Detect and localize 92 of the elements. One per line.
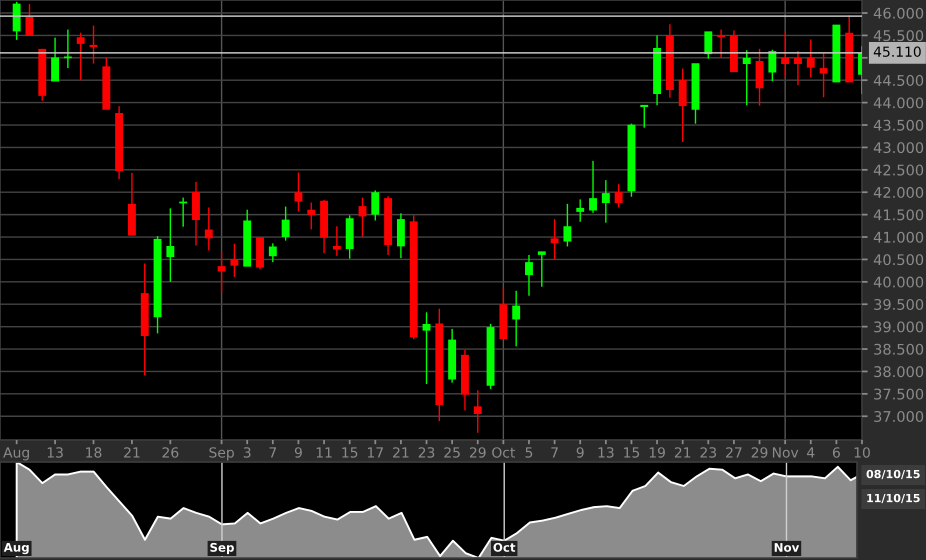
x-tick-label: 29 (470, 447, 486, 458)
y-tick-label: 39.000 (874, 321, 924, 332)
candlestick (576, 198, 584, 222)
y-tick-label: 43.500 (874, 120, 924, 131)
y-tick-label: 43.000 (874, 142, 924, 154)
y-tick-label: 38.000 (874, 366, 924, 378)
y-tick-label: 42.500 (874, 164, 924, 176)
x-tick-label: 10 (854, 447, 870, 458)
text: 11/10/15 (867, 494, 920, 504)
candlestick (358, 196, 366, 238)
x-tick-label: 21 (393, 447, 408, 458)
y-tick-label: 41.500 (874, 209, 924, 220)
candlestick (538, 251, 546, 288)
candlestick (614, 183, 623, 208)
x-tick-label: Oct (492, 447, 516, 458)
x-tick-label: 25 (444, 447, 460, 458)
candlestick (268, 242, 277, 263)
candlestick (422, 312, 430, 385)
x-tick-label: 26 (162, 447, 178, 458)
candlestick (602, 179, 610, 224)
ref-line-label: 45.110 (874, 46, 921, 57)
x-tick-label: 7 (551, 447, 558, 458)
x-tick-label: 4 (807, 447, 814, 458)
candlestick (218, 250, 226, 294)
y-tick-label: 42.000 (874, 186, 924, 198)
candlestick (806, 38, 815, 78)
x-tick-label: Sep (210, 542, 234, 554)
candlestick (640, 104, 648, 128)
x-tick-label: Oct (493, 542, 516, 552)
y-tick-label: 44.000 (874, 97, 924, 108)
x-tick-label: 19 (650, 447, 665, 458)
x-tick-label: 9 (294, 447, 302, 458)
text: 08/10/15 (866, 470, 920, 480)
candlestick (820, 53, 828, 98)
candlestick (282, 206, 290, 242)
candlestick (371, 190, 380, 222)
y-tick-label: 39.500 (874, 298, 924, 310)
x-tick-label: Nov (774, 543, 800, 552)
candlestick (563, 203, 572, 248)
candlestick (474, 390, 482, 434)
candlestick (512, 290, 520, 348)
x-tick-label: 9 (576, 447, 584, 458)
x-tick-label: 11 (316, 447, 332, 458)
x-tick-label: Nov (772, 447, 798, 458)
candlestick (90, 24, 98, 64)
y-tick-label: 45.500 (874, 30, 924, 42)
x-tick-label: 5 (526, 447, 532, 458)
candlestick (294, 172, 302, 212)
candlestick (332, 226, 341, 257)
y-tick-label: 41.000 (874, 232, 924, 243)
x-tick-label: 21 (124, 447, 140, 458)
candlestick (76, 32, 85, 81)
candlestick (166, 208, 174, 283)
x-tick-label: 27 (726, 447, 742, 458)
candlestick (742, 49, 751, 106)
x-tick-label: 13 (598, 447, 614, 458)
y-tick-label: 38.500 (874, 344, 924, 355)
x-tick-label: 23 (418, 447, 434, 458)
candlestick (525, 254, 533, 296)
y-tick-label: 40.500 (874, 254, 924, 266)
x-tick-label: 15 (624, 447, 640, 458)
candlestick (717, 28, 726, 58)
x-tick-label: 3 (244, 447, 251, 458)
x-tick-label: 21 (674, 447, 690, 458)
y-tick-label: 37.500 (874, 388, 924, 400)
x-tick-label: 29 (752, 447, 768, 458)
y-tick-label: 46.000 (874, 8, 924, 19)
candlestick (64, 28, 72, 69)
candlestick (230, 243, 238, 278)
x-tick-label: 17 (368, 447, 383, 458)
x-tick-label: Sep (209, 447, 234, 460)
y-tick-label: 44.500 (874, 74, 924, 86)
candlestick (51, 36, 60, 82)
candlestick (204, 206, 213, 252)
y-tick-label: 40.000 (874, 276, 924, 288)
x-tick-label: 7 (270, 447, 276, 458)
x-tick-label: 23 (700, 447, 716, 458)
x-tick-label: Aug (4, 542, 29, 554)
x-tick-label: 18 (86, 447, 102, 458)
candlestick (781, 32, 790, 78)
candlestick (179, 196, 188, 228)
candlestick (307, 202, 316, 230)
candlestick (768, 49, 776, 82)
candlestick (589, 160, 597, 214)
candlestick (550, 218, 559, 260)
x-tick-label: Aug (3, 447, 29, 460)
x-tick-label: 13 (48, 447, 63, 458)
candlestick (794, 50, 802, 86)
y-tick-label: 37.000 (874, 410, 924, 422)
candlestick (26, 3, 34, 36)
x-tick-label: 15 (342, 447, 358, 458)
x-tick-label: 6 (832, 447, 840, 458)
